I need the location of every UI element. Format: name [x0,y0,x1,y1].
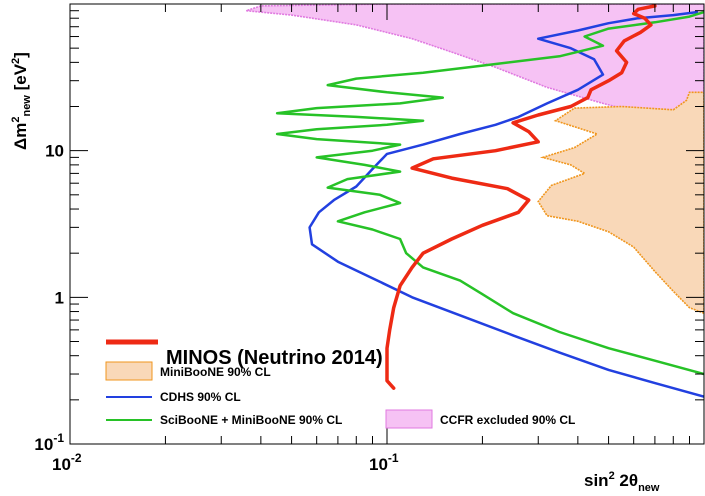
series-ccfr-excluded-90-cl [246,4,704,118]
y-tick-label: 1 [55,288,64,307]
legend-label-cdhs: CDHS 90% CL [160,390,241,404]
x-tick-label: 10-1 [369,451,399,474]
series-sciboone-miniboone-90-cl [275,10,704,376]
legend-label-sciboone: SciBooNE + MiniBooNE 90% CL [160,413,342,427]
y-tick-label: 10 [45,142,64,161]
series-miniboone-90-cl [537,91,704,315]
legend-swatch-ccfr [385,409,433,429]
legend-title: MINOS (Neutrino 2014) [166,347,383,369]
legend-swatch-miniboone [105,361,153,381]
x-axis-title: sin2 2θnew [584,470,660,494]
y-tick-label: 10-1 [34,431,64,454]
series-layer [246,4,704,398]
y-axis-title: Δm2new [eV2] [10,52,33,150]
legend: MINOS (Neutrino 2014) MiniBooNE 90% CL C… [105,339,575,429]
legend-label-miniboone: MiniBooNE 90% CL [160,365,271,379]
series-minos-neutrino-2014 [385,4,657,390]
x-tick-label: 10-2 [52,451,82,474]
legend-label-ccfr: CCFR excluded 90% CL [440,413,575,427]
series-cdhs-90-cl [308,10,704,398]
